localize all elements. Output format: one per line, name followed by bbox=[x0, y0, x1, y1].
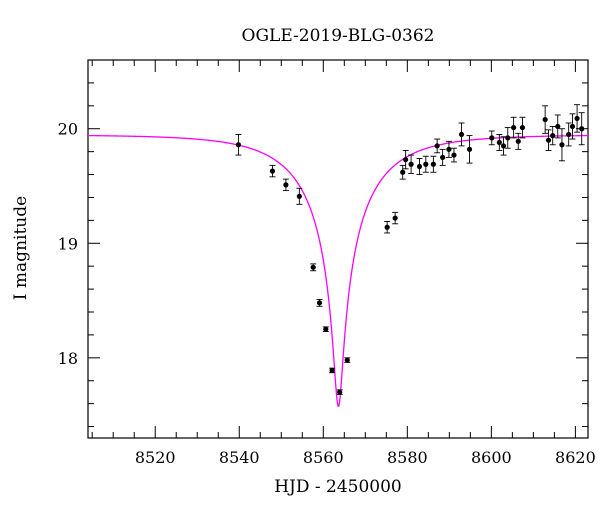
data-point bbox=[283, 182, 289, 188]
data-point bbox=[344, 357, 350, 363]
x-tick-label: 8580 bbox=[387, 448, 428, 467]
data-point bbox=[545, 137, 552, 143]
data-point bbox=[416, 163, 423, 170]
data-point bbox=[403, 157, 409, 163]
x-tick-label: 8520 bbox=[135, 448, 176, 467]
data-point bbox=[296, 193, 302, 199]
data-point bbox=[519, 124, 526, 131]
plot-area: 8520 8540 8560 8580 8600 8620 18 19 20 bbox=[58, 59, 596, 467]
y-tick-label: 20 bbox=[58, 120, 78, 139]
data-point bbox=[458, 131, 465, 138]
chart-title: OGLE-2019-BLG-0362 bbox=[242, 26, 435, 46]
data-point bbox=[337, 389, 343, 395]
data-point bbox=[566, 131, 572, 138]
data-point bbox=[392, 215, 398, 221]
data-point bbox=[555, 123, 561, 130]
x-tick-label: 8600 bbox=[471, 448, 512, 467]
x-tick-label: 8620 bbox=[555, 448, 596, 467]
data-point bbox=[446, 146, 452, 152]
data-point bbox=[511, 124, 517, 131]
y-tick-label: 19 bbox=[58, 234, 78, 253]
data-point bbox=[451, 152, 457, 158]
data-point bbox=[316, 300, 323, 306]
x-axis-label: HJD - 2450000 bbox=[274, 477, 402, 497]
data-point bbox=[235, 142, 242, 148]
data-point bbox=[310, 264, 316, 270]
data-point bbox=[423, 161, 429, 167]
y-axis-label: I magnitude bbox=[11, 196, 31, 300]
data-point bbox=[542, 116, 548, 123]
y-tick-label: 18 bbox=[58, 349, 78, 368]
data-point bbox=[505, 135, 511, 141]
data-point bbox=[579, 126, 585, 132]
data-point bbox=[400, 169, 406, 175]
plot-frame bbox=[87, 59, 589, 439]
data-point bbox=[466, 146, 473, 152]
data-point bbox=[323, 326, 329, 332]
data-point bbox=[500, 143, 507, 149]
data-point bbox=[559, 142, 565, 148]
data-point bbox=[569, 123, 576, 130]
data-point bbox=[329, 367, 335, 374]
x-tick-label: 8560 bbox=[303, 448, 344, 467]
data-point bbox=[515, 138, 521, 144]
data-point bbox=[550, 133, 556, 139]
data-point bbox=[384, 224, 390, 230]
model-curve bbox=[87, 134, 589, 407]
x-tick-label: 8540 bbox=[219, 448, 260, 467]
data-point bbox=[408, 161, 414, 167]
data-point bbox=[489, 135, 495, 141]
data-point bbox=[440, 154, 446, 160]
data-point bbox=[496, 139, 502, 146]
data-point bbox=[430, 161, 436, 167]
data-point bbox=[434, 143, 440, 149]
data-point bbox=[574, 115, 580, 122]
data-point bbox=[269, 168, 276, 174]
